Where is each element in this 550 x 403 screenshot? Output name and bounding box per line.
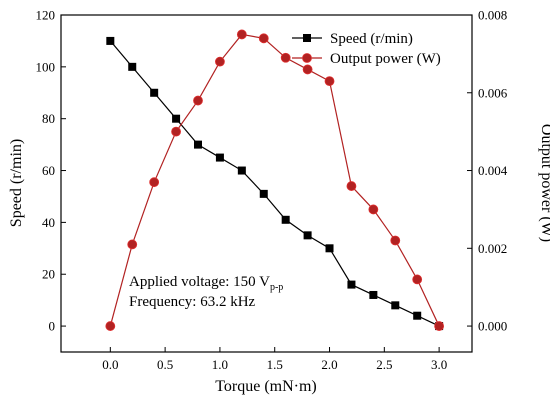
annotation-frequency: Frequency: 63.2 kHz [129, 294, 256, 310]
power-data-point [236, 29, 247, 40]
power-data-point [324, 76, 335, 87]
right-y-axis-ticks: 0.000 0.002 0.004 0.006 0.008 [467, 8, 508, 334]
x-axis-ticks: 0.0 0.5 1.0 1.5 2.0 2.5 3.0 [102, 347, 447, 372]
left-y-tick-label: 0 [49, 319, 56, 334]
left-y-tick-label: 120 [36, 8, 56, 23]
x-tick-label: 0.5 [157, 357, 173, 372]
speed-data-point [303, 231, 312, 240]
speed-data-point [150, 88, 159, 97]
power-data-point [302, 64, 313, 75]
speed-series-line [109, 40, 440, 327]
right-y-axis-title: Output power (W) [538, 124, 550, 242]
legend-label-speed: Speed (r/min) [330, 31, 413, 47]
right-y-tick-label: 0.002 [478, 241, 507, 256]
x-tick-label: 1.5 [267, 357, 283, 372]
power-data-point [149, 177, 160, 188]
legend: Speed (r/min) Output power (W) [292, 31, 441, 67]
speed-data-point [259, 189, 268, 198]
legend-marker-speed [303, 34, 311, 42]
power-series-line [109, 33, 440, 327]
power-data-point [258, 33, 269, 44]
plot-frame [60, 14, 473, 353]
speed-data-point [106, 36, 115, 45]
speed-data-point [281, 215, 290, 224]
left-y-tick-label: 20 [42, 267, 55, 282]
x-tick-label: 2.0 [321, 357, 337, 372]
speed-data-point [347, 280, 356, 289]
x-tick-label: 3.0 [431, 357, 447, 372]
power-data-point [193, 95, 203, 106]
speed-data-point [215, 153, 224, 162]
left-y-tick-label: 80 [42, 111, 55, 126]
left-y-tick-label: 100 [36, 59, 56, 74]
annotation-voltage: Applied voltage: 150 Vp-p [129, 274, 283, 293]
x-tick-label: 0.0 [102, 357, 118, 372]
power-data-point [105, 321, 116, 331]
speed-data-point [325, 244, 334, 253]
speed-data-point [413, 311, 422, 320]
speed-data-point [391, 301, 400, 310]
left-y-axis-title: Speed (r/min) [8, 139, 25, 227]
right-y-tick-label: 0.004 [478, 163, 508, 178]
power-data-point [346, 181, 357, 191]
right-y-tick-label: 0.006 [478, 85, 508, 100]
x-tick-label: 2.5 [376, 357, 392, 372]
power-data-point [368, 204, 379, 215]
power-data-point [127, 239, 138, 250]
power-data-point [215, 56, 225, 67]
speed-data-point [369, 290, 378, 299]
right-y-tick-label: 0.008 [478, 8, 507, 23]
speed-data-point [237, 166, 246, 175]
left-y-tick-label: 40 [42, 215, 55, 230]
legend-marker-power [302, 53, 312, 63]
speed-data-point [194, 140, 202, 149]
series-layer [105, 29, 445, 331]
x-tick-label: 1.0 [212, 357, 228, 372]
power-data-point [171, 126, 181, 137]
power-data-point [412, 274, 423, 285]
x-axis-title: Torque (mN·m) [215, 378, 317, 395]
left-y-axis-ticks: 0 20 40 60 80 100 120 [36, 8, 66, 334]
power-data-point [280, 52, 291, 63]
right-y-tick-label: 0.000 [478, 319, 507, 334]
power-data-point [390, 235, 401, 246]
power-data-point [434, 321, 445, 331]
speed-data-point [128, 62, 137, 71]
speed-data-point [172, 114, 181, 123]
annotation: Applied voltage: 150 Vp-p Frequency: 63.… [129, 274, 283, 310]
legend-label-power: Output power (W) [330, 51, 441, 67]
left-y-tick-label: 60 [42, 163, 55, 178]
